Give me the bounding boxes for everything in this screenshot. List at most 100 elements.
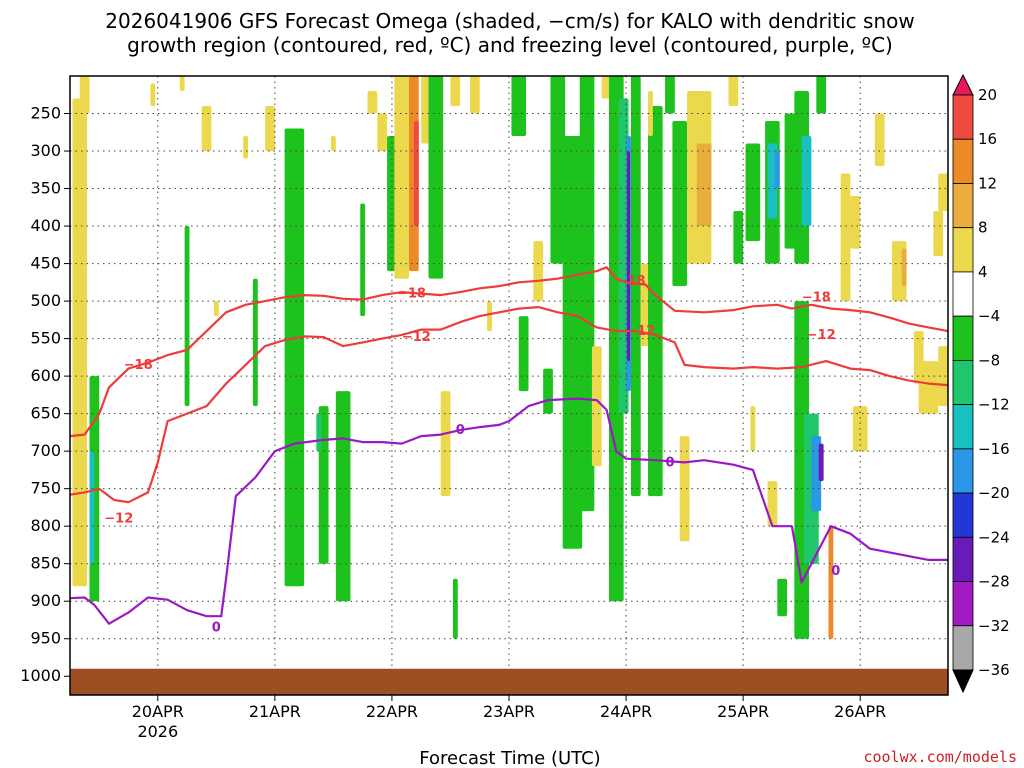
colorbar-label: −32 bbox=[978, 617, 1010, 635]
omega-region bbox=[733, 211, 744, 264]
omega-region bbox=[818, 443, 824, 482]
colorbar-segment bbox=[952, 359, 974, 406]
omega-region bbox=[377, 113, 388, 152]
y-tick-label: 850 bbox=[30, 554, 61, 573]
contour-label: −12 bbox=[807, 328, 836, 343]
credit-text: coolwx.com/models bbox=[863, 748, 1017, 766]
y-tick-label: 300 bbox=[30, 141, 61, 160]
omega-region bbox=[252, 278, 258, 407]
omega-region bbox=[874, 113, 885, 167]
y-tick-label: 600 bbox=[30, 366, 61, 385]
omega-region bbox=[184, 226, 190, 407]
omega-region bbox=[150, 83, 156, 107]
x-tick-label: 25APR bbox=[717, 702, 769, 721]
omega-region bbox=[728, 76, 739, 107]
contour-label: −12 bbox=[104, 512, 133, 527]
omega-region bbox=[367, 91, 378, 114]
contour-label: −12 bbox=[402, 330, 431, 345]
y-tick-label: 900 bbox=[30, 591, 61, 610]
colorbar-segment bbox=[952, 404, 974, 450]
colorbar-segment bbox=[952, 448, 974, 494]
x-axis-label: Forecast Time (UTC) bbox=[419, 748, 600, 768]
colorbar-label: −12 bbox=[978, 396, 1010, 414]
omega-region bbox=[750, 406, 756, 452]
y-axis: 250 300 350 400 450 500 550 600 650 700 750 800 850 9… bbox=[20, 104, 70, 685]
y-tick-label: 950 bbox=[30, 629, 61, 648]
omega-region bbox=[330, 136, 336, 152]
contour-label: 0 bbox=[665, 455, 674, 470]
omega-region bbox=[533, 241, 544, 302]
omega-region bbox=[901, 248, 907, 287]
omega-region bbox=[648, 91, 653, 137]
colorbar-segment bbox=[952, 625, 974, 671]
contour-label-layer: −18 −12 −18 −12 −18 −12 −18 −12 0 0 0 0 bbox=[104, 274, 840, 636]
omega-region bbox=[316, 413, 322, 452]
omega-region bbox=[672, 121, 688, 287]
colorbar-bottom-arrow bbox=[952, 669, 974, 694]
colorbar-segment bbox=[952, 227, 974, 273]
omega-region bbox=[938, 346, 948, 407]
omega-region bbox=[360, 203, 366, 317]
y-tick-label: 350 bbox=[30, 179, 61, 198]
colorbar-label: −20 bbox=[978, 484, 1010, 502]
colorbar-label: 4 bbox=[978, 263, 988, 281]
omega-region bbox=[850, 196, 861, 249]
omega-region bbox=[79, 76, 90, 114]
omega-region bbox=[243, 136, 249, 159]
colorbar-label: 12 bbox=[978, 175, 997, 193]
y-tick-label: 750 bbox=[30, 479, 61, 498]
colorbar-label: −24 bbox=[978, 528, 1010, 546]
omega-region bbox=[774, 151, 780, 189]
omega-region bbox=[591, 346, 602, 467]
contour-line--12 bbox=[69, 306, 949, 504]
contour-label: −18 bbox=[616, 274, 645, 289]
colorbar-label: −4 bbox=[978, 307, 1000, 325]
omega-region bbox=[179, 76, 185, 92]
omega-region bbox=[487, 301, 492, 332]
contour-label: −18 bbox=[397, 287, 426, 302]
omega-region bbox=[450, 76, 461, 107]
ground-layer bbox=[70, 668, 948, 695]
omega-region bbox=[913, 331, 924, 384]
omega-region bbox=[777, 578, 788, 617]
omega-region bbox=[265, 106, 275, 152]
contour-line-0 bbox=[69, 397, 948, 625]
colorbar-segment bbox=[952, 138, 974, 184]
ground-fill bbox=[70, 668, 948, 695]
omega-region bbox=[201, 106, 212, 152]
x-tick-label: 24APR bbox=[600, 702, 652, 721]
omega-shading-layer bbox=[72, 76, 948, 639]
omega-region bbox=[767, 481, 778, 527]
y-tick-label: 1000 bbox=[20, 666, 61, 685]
grid-layer bbox=[70, 76, 948, 695]
contour-label: 0 bbox=[212, 620, 221, 635]
y-tick-label: 700 bbox=[30, 441, 61, 460]
x-tick-label: 22APR bbox=[366, 702, 418, 721]
omega-region bbox=[394, 76, 410, 279]
colorbar-segment bbox=[952, 271, 974, 317]
colorbar-label: 8 bbox=[978, 219, 988, 237]
y-tick-label: 550 bbox=[30, 329, 61, 348]
omega-region bbox=[630, 76, 641, 497]
contour-layer bbox=[69, 266, 949, 625]
contour-label: −18 bbox=[802, 290, 831, 305]
colorbar: 20 16 12 8 4 −4 −8 −12 −16 −20 −24 −28 −32 −36 bbox=[952, 73, 1010, 694]
omega-region bbox=[801, 136, 812, 227]
omega-region bbox=[745, 143, 761, 242]
omega-region bbox=[89, 451, 95, 564]
omega-region bbox=[72, 98, 88, 587]
x-tick-label: 20APR bbox=[132, 702, 184, 721]
omega-region bbox=[213, 301, 219, 317]
colorbar-segment bbox=[952, 94, 974, 140]
omega-region bbox=[696, 143, 712, 227]
y-tick-label: 400 bbox=[30, 216, 61, 235]
colorbar-segment bbox=[952, 492, 974, 538]
x-tick-label: 23APR bbox=[483, 702, 535, 721]
omega-region bbox=[440, 391, 451, 497]
omega-region bbox=[938, 173, 948, 212]
y-tick-label: 250 bbox=[30, 104, 61, 123]
colorbar-label: 20 bbox=[978, 86, 997, 104]
omega-region bbox=[335, 391, 351, 602]
